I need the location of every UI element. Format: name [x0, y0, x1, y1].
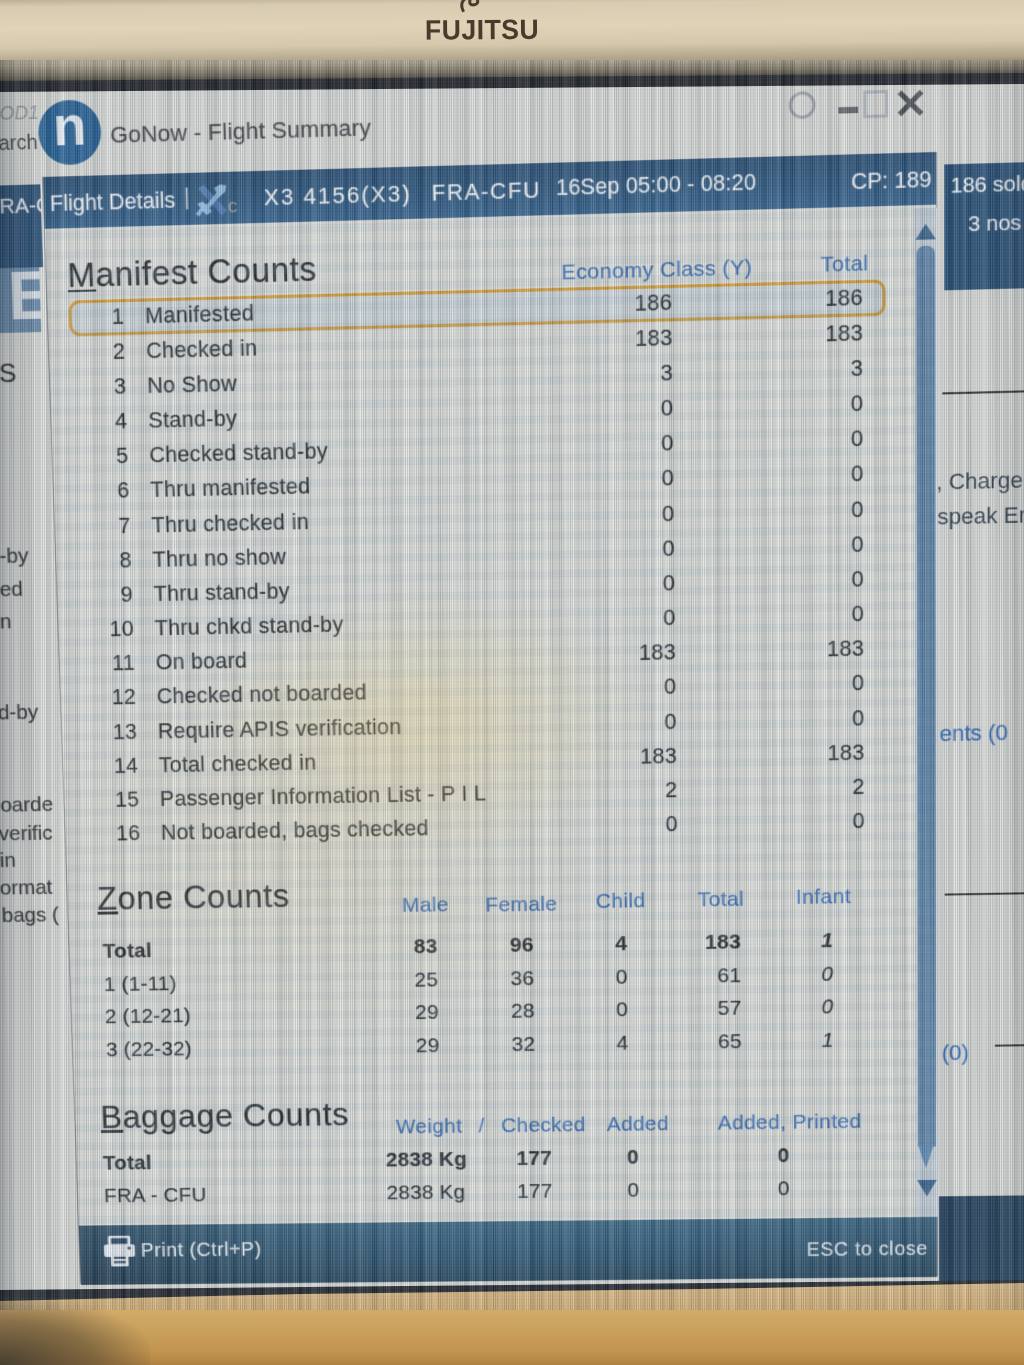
svg-text:c: c	[227, 195, 237, 217]
